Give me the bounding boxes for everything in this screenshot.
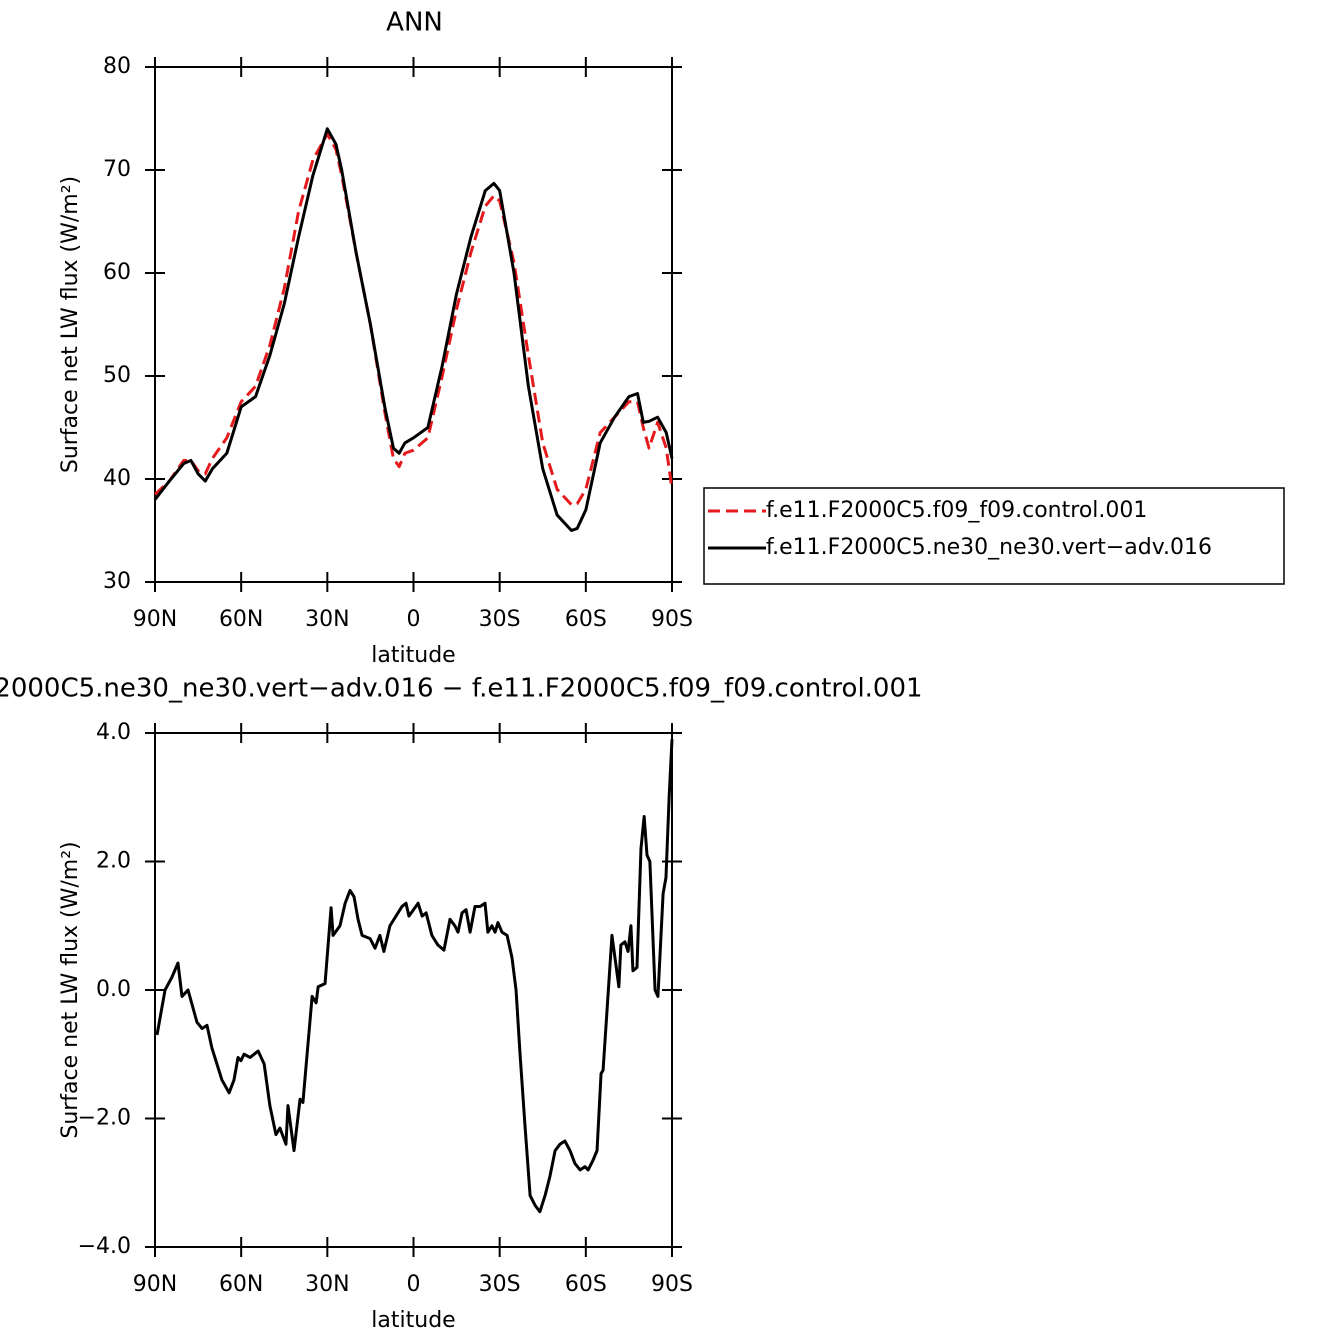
x-tick-label: 0 [407, 1272, 421, 1297]
y-axis-label: Surface net LW flux (W/m²) [58, 176, 83, 473]
plot-frame [154, 732, 673, 1248]
x-tick-label: 30N [305, 607, 349, 632]
x-tick-label: 90S [651, 607, 693, 632]
legend-box [703, 487, 1285, 585]
x-tick-label: 30S [479, 607, 521, 632]
y-tick-label: 40 [103, 466, 131, 491]
y-tick-label: 80 [103, 54, 131, 79]
y-tick-label: 2.0 [96, 849, 131, 874]
legend-label: f.e11.F2000C5.ne30_ne30.vert−adv.016 [766, 535, 1212, 560]
x-axis-label: latitude [371, 1308, 455, 1333]
y-tick-label: −2.0 [78, 1106, 131, 1131]
y-tick-label: 50 [103, 363, 131, 388]
y-axis-label: Surface net LW flux (W/m²) [58, 841, 83, 1138]
x-tick-label: 90S [651, 1272, 693, 1297]
y-tick-label: 0.0 [96, 977, 131, 1002]
x-tick-label: 60S [565, 607, 607, 632]
plot-frame [154, 66, 673, 583]
y-tick-label: −4.0 [78, 1234, 131, 1259]
x-tick-label: 60S [565, 1272, 607, 1297]
x-axis-label: latitude [371, 643, 455, 668]
x-tick-label: 60N [219, 607, 263, 632]
y-tick-label: 30 [103, 569, 131, 594]
x-tick-label: 30N [305, 1272, 349, 1297]
data-line [153, 127, 674, 532]
data-line [155, 739, 674, 1214]
chart-title: f.e11.F2000C5.ne30_ne30.vert−adv.016 − f… [0, 674, 923, 704]
x-tick-label: 30S [479, 1272, 521, 1297]
chart-title: ANN [386, 8, 443, 38]
x-tick-label: 90N [133, 1272, 177, 1297]
y-tick-label: 70 [103, 157, 131, 182]
x-tick-label: 0 [407, 607, 421, 632]
data-line [153, 132, 674, 507]
y-tick-label: 60 [103, 260, 131, 285]
x-tick-label: 60N [219, 1272, 263, 1297]
y-tick-label: 4.0 [96, 720, 131, 745]
x-tick-label: 90N [133, 607, 177, 632]
legend-label: f.e11.F2000C5.f09_f09.control.001 [766, 498, 1147, 523]
